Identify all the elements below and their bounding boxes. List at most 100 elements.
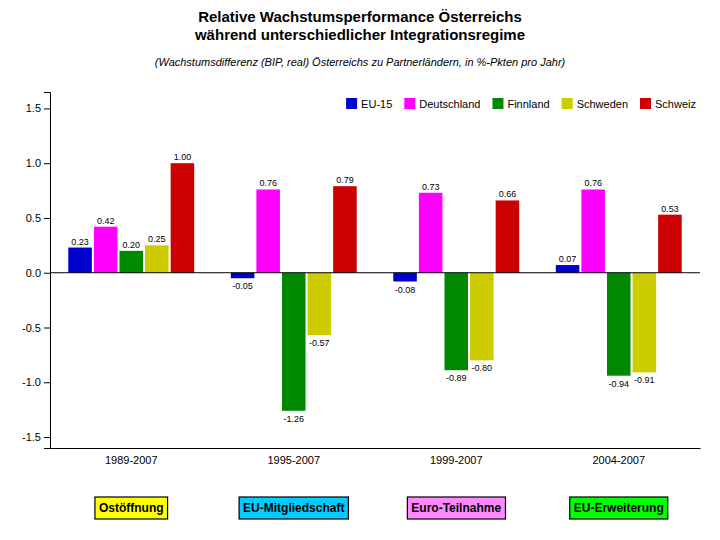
bar	[556, 265, 580, 273]
annotation-box	[95, 497, 168, 519]
annotation-text: EU-Erweiterung	[574, 501, 664, 515]
annotations: Ostöffnung EU-Mitgliedschaft Euro-Teilnahm…	[95, 497, 668, 519]
bar	[145, 245, 169, 272]
y-axis: -1.5 -1.0 -0.5 0.0 0.5 1.0 1.5	[22, 93, 50, 449]
legend-label: Schweden	[577, 98, 628, 110]
series	[171, 163, 682, 273]
y-tick-label: -0.5	[22, 322, 41, 334]
data-labels: 0.23-0.05-0.080.070.420.760.730.760.20-1…	[71, 152, 678, 424]
legend-swatch	[562, 98, 573, 109]
bar	[581, 189, 605, 272]
annotation: Euro-Teilnahme	[407, 497, 505, 519]
legend-label: EU-15	[361, 98, 392, 110]
y-tick-mark	[44, 382, 50, 383]
bar	[607, 273, 631, 376]
y-tick-mark	[44, 273, 50, 274]
title-line: Relative Wachstumsperformance Österreich…	[198, 8, 522, 25]
annotation-box	[407, 497, 505, 519]
x-tick: 1999-2007	[430, 448, 483, 466]
y-tick-label: -1.5	[22, 431, 41, 443]
y-tick: 1.0	[26, 157, 50, 169]
y-tick: -0.5	[22, 322, 50, 334]
data-label: 0.42	[97, 216, 115, 226]
x-tick-label: 2004-2007	[592, 454, 645, 466]
y-tick: -1.5	[22, 431, 50, 443]
bar	[496, 200, 520, 272]
x-tick: 1989-2007	[105, 448, 158, 466]
bar	[171, 163, 195, 273]
data-label: 0.23	[71, 237, 89, 247]
bar	[68, 248, 92, 273]
plot: -1.5 -1.0 -0.5 0.0 0.5 1.0 1.5 1989-2007 1995-20…	[22, 93, 700, 466]
legend-swatch	[492, 98, 503, 109]
x-tick-label: 1989-2007	[105, 454, 158, 466]
data-label: 0.79	[336, 175, 354, 185]
legend-item: Schweden	[562, 98, 628, 110]
annotation-text: Ostöffnung	[99, 501, 164, 515]
bar	[94, 227, 118, 273]
data-label: 0.66	[499, 189, 517, 199]
x-axis: 1989-2007 1995-2007 1999-2007 2004-2007	[51, 448, 701, 466]
data-label: -0.91	[634, 375, 655, 385]
subtitle: (Wachstumsdifferenz (BIP, real) Österrei…	[155, 56, 566, 68]
x-tick-label: 1999-2007	[430, 454, 483, 466]
legend-item: Schweiz	[640, 98, 696, 110]
x-axis-line	[51, 448, 701, 449]
legend-label: Finnland	[507, 98, 549, 110]
legend-swatch	[346, 98, 357, 109]
data-label: -0.08	[395, 285, 416, 295]
legend-swatch	[640, 98, 651, 109]
y-tick-label: -1.0	[22, 376, 41, 388]
data-label: -0.94	[608, 379, 629, 389]
data-label: 0.76	[584, 178, 602, 188]
x-tick-label: 1995-2007	[267, 454, 320, 466]
data-label: -1.26	[283, 414, 304, 424]
legend-item: Deutschland	[404, 98, 480, 110]
data-label: 0.53	[661, 204, 679, 214]
bar	[633, 273, 657, 373]
title: Relative Wachstumsperformance Österreich…	[194, 8, 525, 43]
bar	[333, 186, 357, 273]
annotation: EU-Erweiterung	[570, 497, 668, 519]
series	[145, 245, 656, 372]
y-tick-mark	[44, 328, 50, 329]
data-label: -0.80	[472, 363, 493, 373]
legend-item: EU-15	[346, 98, 392, 110]
x-tick: 1995-2007	[267, 448, 320, 466]
data-label: 0.73	[422, 182, 440, 192]
data-label: 0.25	[148, 234, 166, 244]
y-tick-label: 1.0	[26, 157, 41, 169]
y-tick: 0.0	[26, 267, 50, 279]
y-tick-label: 1.5	[26, 102, 41, 114]
annotation-text: Euro-Teilnahme	[411, 501, 501, 515]
bar	[444, 273, 468, 370]
y-tick: -1.0	[22, 376, 50, 388]
bars	[68, 163, 681, 411]
annotation: Ostöffnung	[95, 497, 168, 519]
series	[119, 251, 630, 411]
legend: EU-15 Deutschland Finnland Schweden Schweiz	[346, 98, 696, 110]
legend-label: Schweiz	[655, 98, 696, 110]
title-line: während unterschiedlicher Integrationsre…	[194, 26, 525, 43]
y-tick-label: 0.5	[26, 212, 41, 224]
data-label: -0.57	[309, 338, 330, 348]
y-tick-mark	[44, 108, 50, 109]
data-label: -0.05	[232, 281, 253, 291]
y-axis-line	[44, 93, 51, 449]
y-tick: 0.5	[26, 212, 50, 224]
zero-line	[50, 272, 700, 273]
data-label: 0.20	[122, 240, 140, 250]
bar	[256, 189, 280, 272]
bar	[282, 273, 306, 411]
bar	[308, 273, 332, 335]
annotation-box	[570, 497, 668, 519]
bar	[419, 193, 443, 273]
data-label: -0.89	[446, 373, 467, 383]
data-label: 1.00	[174, 152, 192, 162]
bar	[231, 273, 255, 278]
legend-item: Finnland	[492, 98, 549, 110]
chart: Relative Wachstumsperformance Österreich…	[0, 0, 720, 540]
y-tick-mark	[44, 218, 50, 219]
annotation: EU-Mitgliedschaft	[239, 497, 348, 519]
legend-label: Deutschland	[419, 98, 480, 110]
